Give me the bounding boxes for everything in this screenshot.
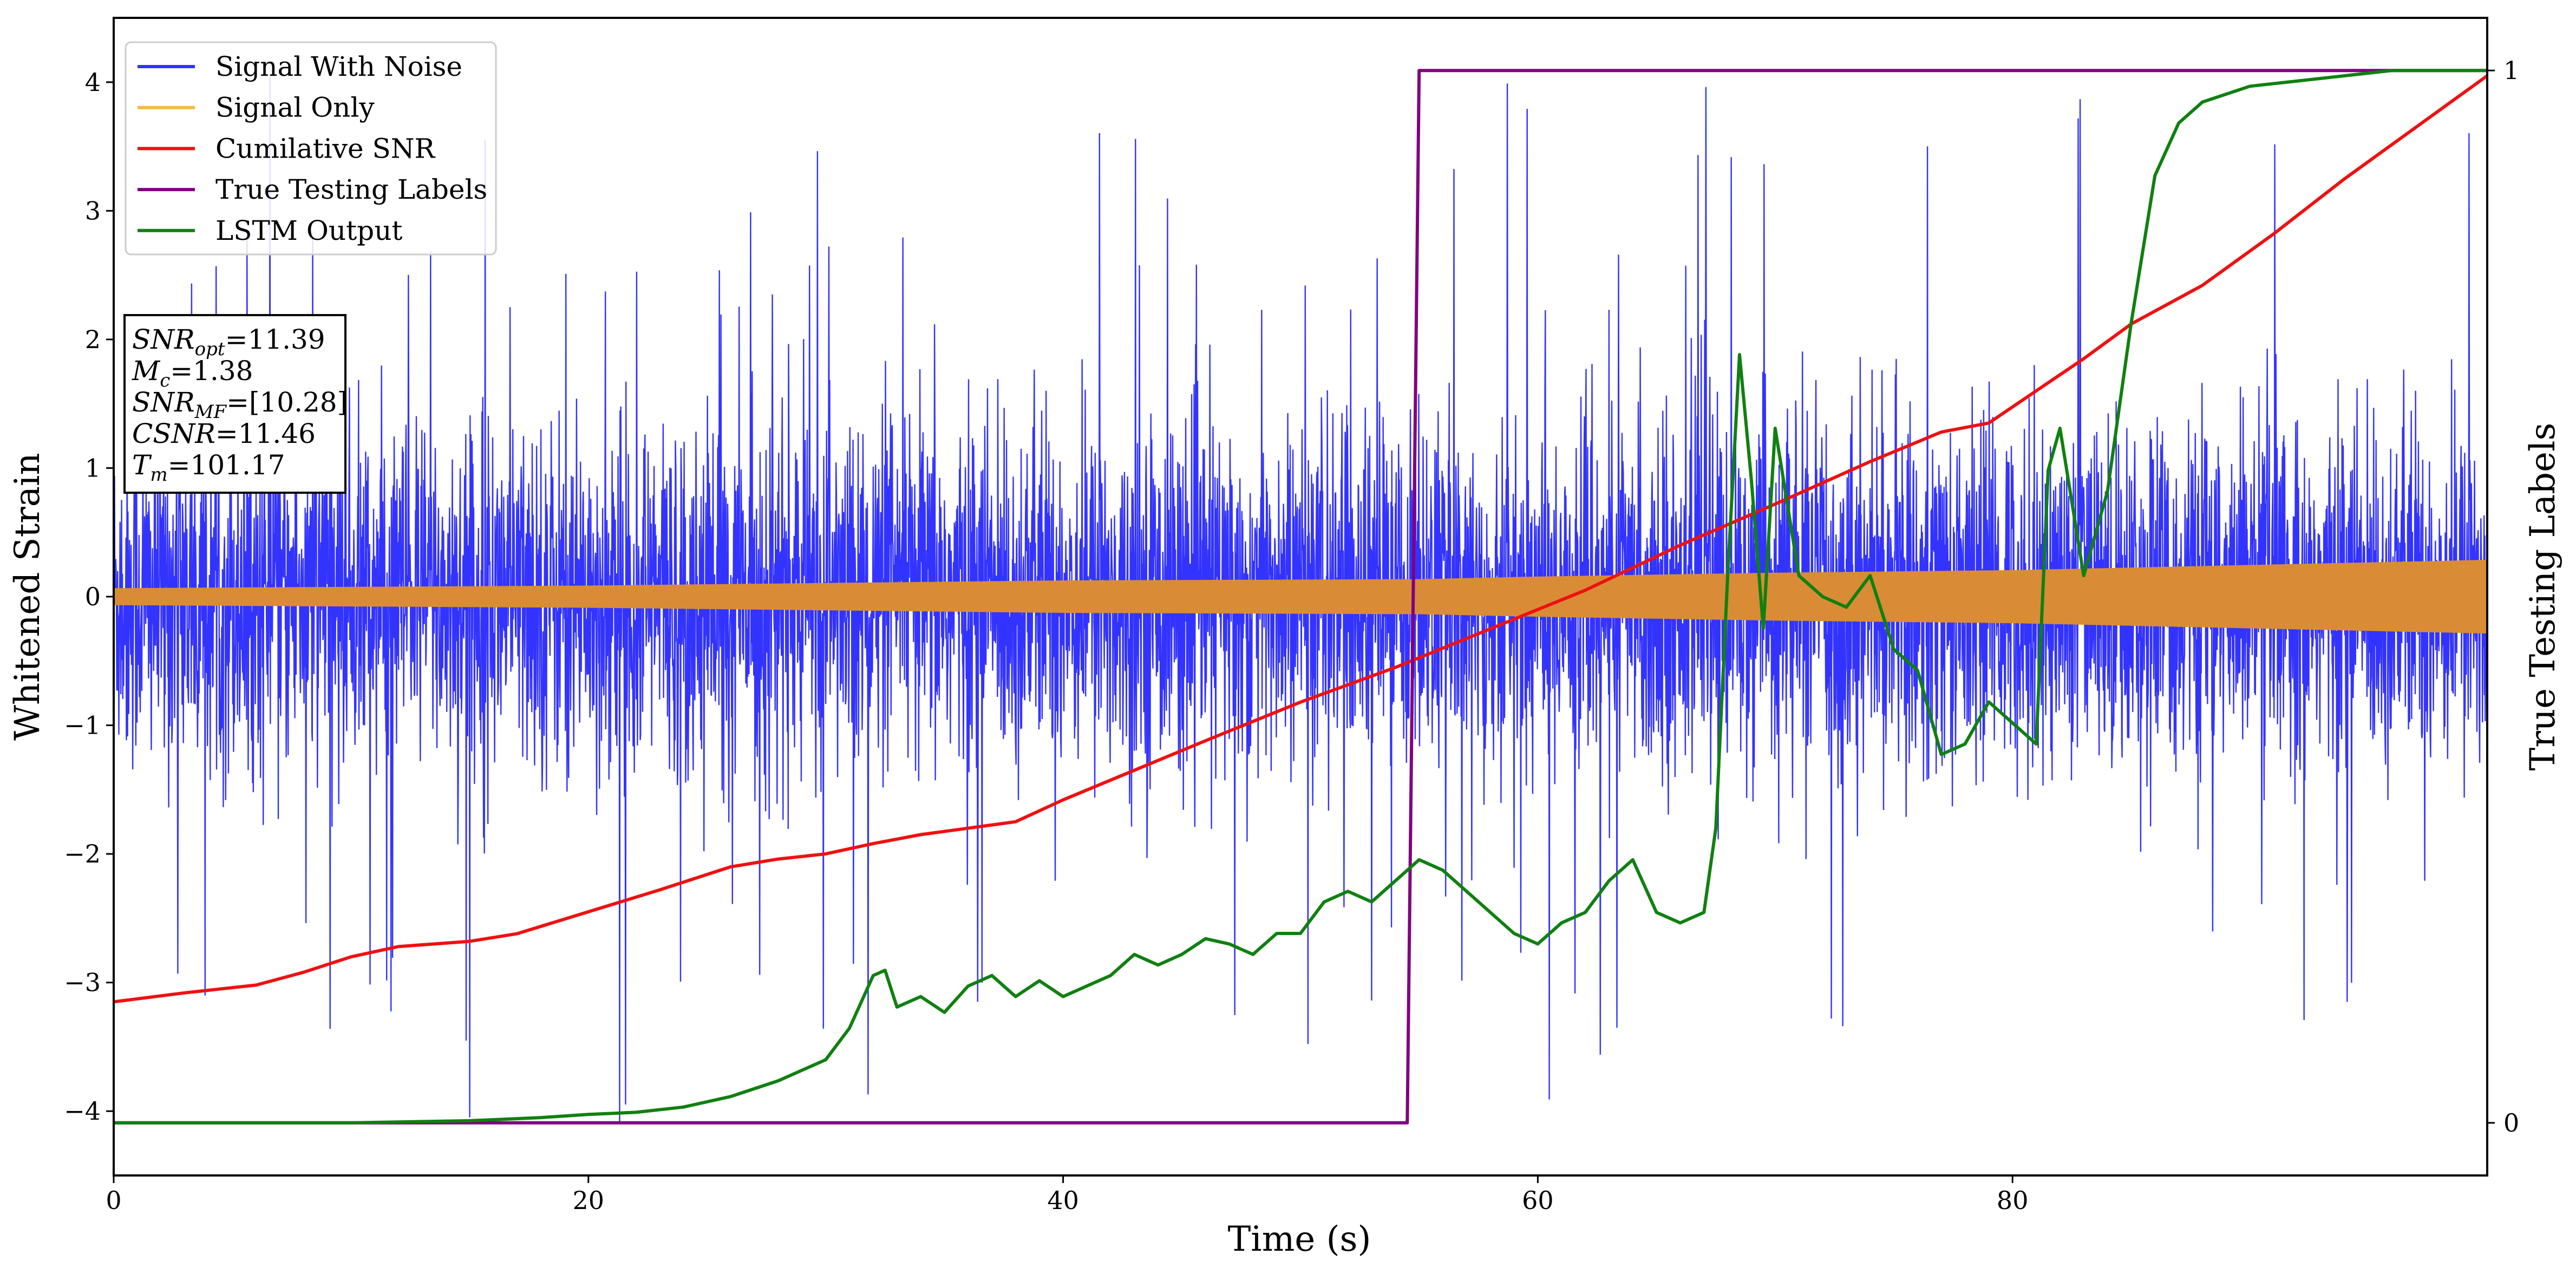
y-tick-label: −3 xyxy=(64,968,101,997)
legend-box xyxy=(125,41,497,256)
y-tick-label: 2 xyxy=(85,325,101,354)
legend-label: LSTM Output xyxy=(215,215,402,246)
y-tick-label: −2 xyxy=(64,839,101,868)
y-tick-label: 3 xyxy=(85,196,101,225)
y-axis-left: −4 −3 −2 −1 0 1 2 3 4 xyxy=(64,68,114,1126)
annotation-frame xyxy=(123,314,346,494)
legend-label: Signal Only xyxy=(215,92,375,123)
y-tick-label: 0 xyxy=(85,582,101,611)
x-tick-label: 60 xyxy=(1522,1186,1554,1215)
series-layer xyxy=(114,69,2487,1125)
annotation-line: Tm=101.17 xyxy=(132,449,285,486)
x-tick-label: 0 xyxy=(106,1186,121,1215)
annotation-line: CSNR=11.46 xyxy=(132,418,316,449)
x-axis: 0 20 40 60 80 xyxy=(106,1175,2028,1215)
y2-tick-label: 1 xyxy=(2503,56,2519,85)
legend: Signal With Noise Signal Only Cumilative S… xyxy=(125,41,497,256)
y-axis-right: 01 xyxy=(2487,56,2519,1138)
y2-tick-label: 0 xyxy=(2503,1108,2519,1138)
legend-label: True Testing Labels xyxy=(215,174,487,205)
y-tick-label: −4 xyxy=(64,1096,101,1126)
x-axis-label: Time (s) xyxy=(1228,1219,1371,1259)
annotation-line: SNRopt=11.39 xyxy=(132,324,325,360)
x-tick-label: 40 xyxy=(1047,1186,1079,1215)
x-tick-label: 20 xyxy=(573,1186,605,1215)
series-true-testing-labels xyxy=(114,69,2487,1125)
annotation-line: Mc=1.38 xyxy=(132,355,253,391)
y-tick-label: −1 xyxy=(64,711,101,740)
y-axis-label: Whitened Strain xyxy=(8,453,48,740)
series-lstm-output xyxy=(114,69,2487,1125)
series-cumilative-snr xyxy=(114,74,2487,1004)
y2-axis-label: True Testing Labels xyxy=(2523,423,2563,771)
x-tick-label: 80 xyxy=(1997,1186,2029,1215)
series-signal-only xyxy=(114,559,2487,634)
y-tick-label: 4 xyxy=(85,68,101,97)
annotation-box: SNRopt=11.39Mc=1.38SNRMF=[10.28]CSNR=11.… xyxy=(123,314,348,494)
legend-label: Signal With Noise xyxy=(215,51,462,82)
annotation-line: SNRMF=[10.28] xyxy=(132,387,348,423)
legend-label: Cumilative SNR xyxy=(215,133,435,164)
y-tick-label: 1 xyxy=(85,453,101,482)
